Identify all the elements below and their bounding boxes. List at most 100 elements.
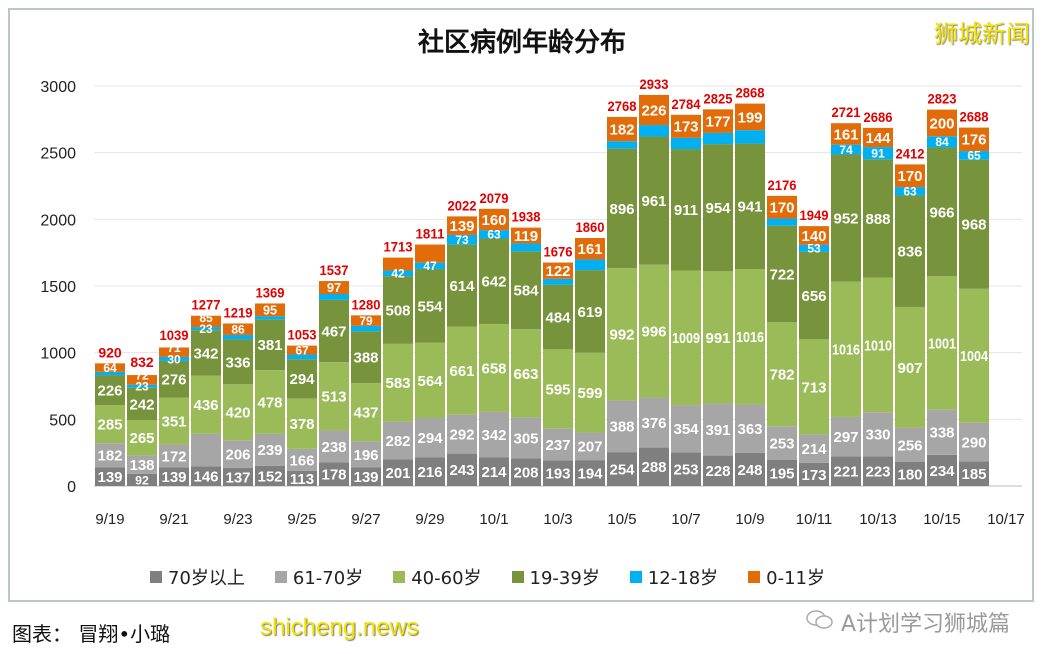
segment-label: 200 [929, 115, 954, 132]
segment-label: 968 [961, 217, 986, 234]
total-label: 1938 [512, 209, 541, 225]
segment-label: 237 [545, 437, 570, 454]
segment-label: 173 [673, 119, 698, 136]
segment-label: 896 [609, 201, 634, 218]
segment-label: 1010 [864, 337, 892, 354]
x-tick-label: 9/23 [223, 511, 252, 528]
segment-label: 1016 [832, 342, 860, 359]
segment-label: 961 [641, 193, 666, 210]
segment-label: 338 [929, 425, 954, 442]
segment-label: 836 [897, 244, 922, 261]
x-tick-label: 10/13 [859, 511, 897, 528]
total-label: 2412 [896, 145, 925, 161]
segment-label: 253 [673, 462, 698, 479]
segment-label: 305 [513, 430, 538, 447]
total-label: 2768 [608, 98, 637, 114]
segment-label: 294 [417, 430, 443, 447]
total-label: 1369 [256, 284, 285, 300]
segment-label: 722 [769, 266, 794, 283]
segment-label: 554 [417, 298, 443, 315]
segment-label: 84 [935, 135, 949, 149]
segment-label: 388 [353, 350, 378, 367]
segment-label: 782 [769, 367, 794, 384]
segment-label: 248 [737, 462, 762, 479]
segment-label: 238 [321, 439, 346, 456]
segment-label: 508 [385, 302, 410, 319]
y-tick-label: 1500 [40, 279, 76, 296]
segment-label: 336 [225, 354, 250, 371]
x-tick-label: 9/19 [95, 511, 124, 528]
segment-label: 1004 [960, 348, 989, 365]
segment-label: 65 [967, 149, 981, 163]
segment-label: 388 [609, 419, 634, 436]
segment-label: 297 [833, 429, 858, 446]
bar-segment [607, 141, 637, 148]
legend: 70岁以上61-70岁40-60岁19-39岁12-18岁0-11岁 [150, 564, 825, 590]
stacked-bar-chart: 0500100015002000250030001391822852266492… [0, 0, 1044, 560]
segment-label: 86 [231, 323, 245, 337]
legend-label: 0-11岁 [766, 564, 825, 590]
segment-label: 941 [737, 199, 762, 216]
segment-label: 642 [481, 274, 506, 291]
segment-label: 226 [97, 383, 122, 400]
total-label: 1053 [288, 327, 317, 343]
segment-label: 911 [674, 202, 698, 219]
segment-label: 265 [129, 430, 154, 447]
segment-label: 161 [577, 241, 602, 258]
legend-swatch [275, 571, 287, 583]
total-label: 2022 [448, 197, 477, 213]
chart-credit: 图表： 冒翔•小璐 [12, 618, 170, 647]
segment-label: 282 [385, 433, 410, 450]
x-tick-label: 10/5 [607, 511, 636, 528]
segment-label: 182 [97, 448, 122, 465]
segment-label: 166 [289, 452, 314, 469]
segment-label: 185 [961, 466, 986, 483]
segment-label: 137 [225, 469, 250, 486]
x-tick-label: 9/21 [159, 511, 188, 528]
segment-label: 42 [391, 267, 405, 281]
segment-label: 294 [289, 371, 315, 388]
segment-label: 119 [514, 228, 538, 245]
segment-label: 907 [897, 360, 922, 377]
segment-label: 201 [385, 465, 410, 482]
segment-label: 180 [897, 466, 922, 483]
legend-item: 12-18岁 [630, 564, 718, 590]
segment-label: 63 [903, 185, 917, 199]
legend-swatch [748, 571, 760, 583]
segment-label: 234 [929, 463, 955, 480]
segment-label: 160 [481, 212, 506, 229]
segment-label: 97 [327, 280, 341, 295]
segment-label: 113 [290, 471, 314, 488]
bar-segment [703, 133, 733, 144]
segment-label: 595 [545, 381, 570, 398]
bar-segment [735, 130, 765, 143]
x-tick-label: 9/25 [287, 511, 316, 528]
segment-label: 292 [449, 427, 474, 444]
segment-label: 221 [833, 464, 858, 481]
segment-label: 95 [263, 303, 277, 317]
segment-label: 139 [161, 469, 186, 486]
segment-label: 954 [705, 200, 731, 217]
segment-label: 467 [321, 323, 346, 340]
total-label: 1949 [800, 207, 829, 223]
total-label: 2721 [832, 104, 861, 120]
segment-label: 152 [257, 468, 282, 485]
segment-label: 170 [897, 168, 922, 185]
legend-label: 12-18岁 [648, 564, 718, 590]
legend-label: 40-60岁 [411, 564, 481, 590]
total-label: 2688 [960, 109, 989, 125]
segment-label: 253 [769, 436, 794, 453]
segment-label: 182 [609, 121, 634, 138]
total-label: 1860 [576, 219, 605, 235]
total-label: 1219 [224, 304, 253, 320]
segment-label: 176 [961, 132, 986, 149]
y-tick-label: 1000 [40, 346, 76, 363]
y-tick-label: 500 [49, 412, 76, 429]
legend-label: 19-39岁 [530, 564, 600, 590]
segment-label: 1009 [672, 330, 700, 347]
segment-label: 254 [609, 461, 635, 478]
segment-label: 214 [481, 464, 507, 481]
total-label: 1039 [160, 327, 189, 343]
bar-segment [671, 138, 701, 149]
segment-label: 354 [673, 421, 699, 438]
